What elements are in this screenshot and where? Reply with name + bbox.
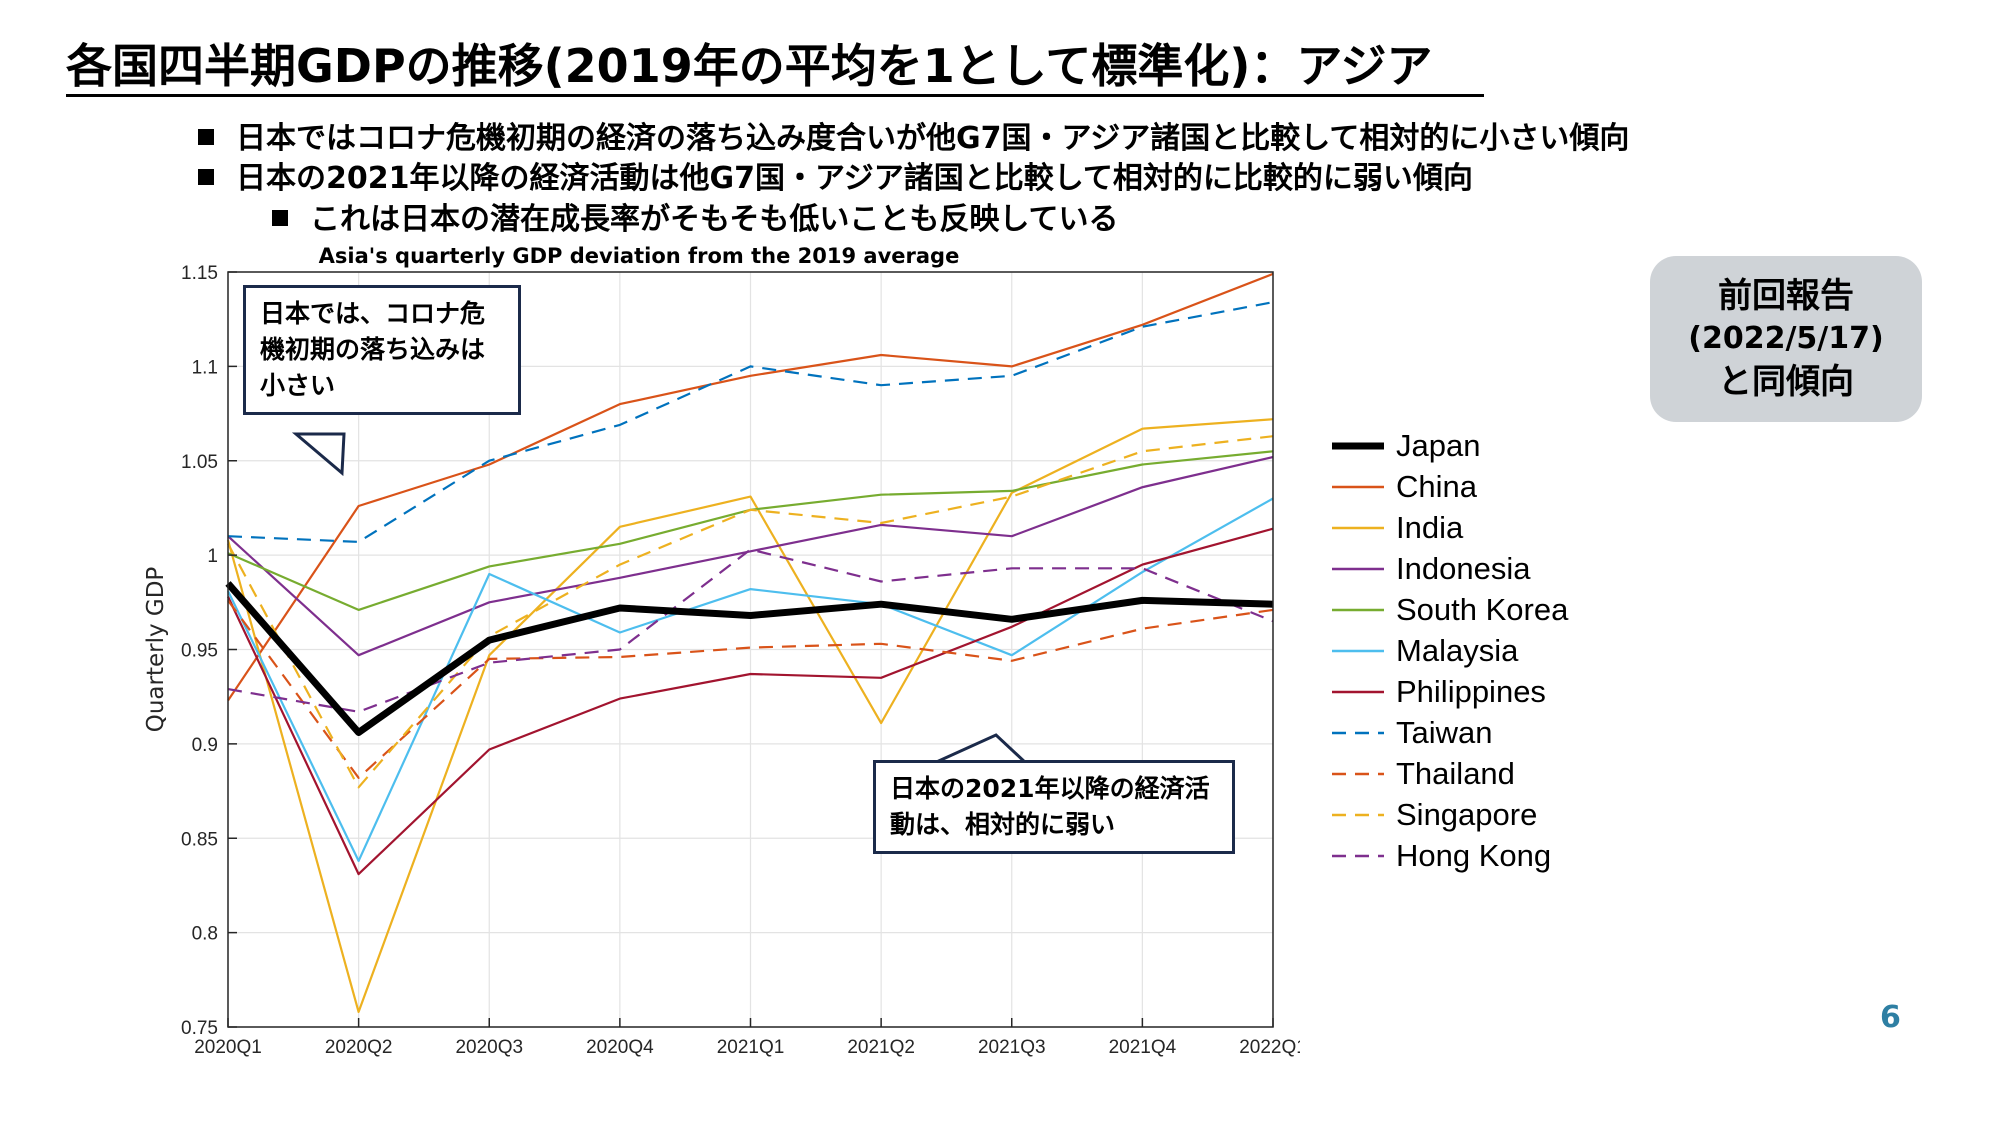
legend-item: Taiwan — [1330, 712, 1568, 753]
legend-item: Philippines — [1330, 671, 1568, 712]
sub-bullet-1-text: これは日本の潜在成長率がそもそも低いことも反映している — [310, 202, 1119, 237]
bullet-1: 日本ではコロナ危機初期の経済の落ち込み度合いが他G7国・アジア諸国と比較して相対… — [198, 120, 1629, 158]
legend-label: Japan — [1396, 427, 1481, 463]
legend-swatch — [1332, 772, 1384, 775]
badge-line-1: 前回報告 — [1718, 276, 1854, 316]
y-tick-label: 0.8 — [192, 924, 218, 945]
legend-item: Thailand — [1330, 753, 1568, 794]
y-tick-label: 0.75 — [181, 1018, 218, 1039]
legend-item: Hong Kong — [1330, 835, 1568, 876]
legend-item: Singapore — [1330, 794, 1568, 835]
y-axis-label: Quarterly GDP — [143, 567, 169, 733]
legend-swatch — [1332, 442, 1384, 449]
legend-label: China — [1396, 468, 1477, 504]
sub-bullet-1: これは日本の潜在成長率がそもそも低いことも反映している — [272, 201, 1119, 239]
previous-report-badge: 前回報告 (2022/5/17) と同傾向 — [1650, 256, 1922, 422]
legend-label: Malaysia — [1396, 632, 1519, 668]
x-tick-label: 2020Q4 — [586, 1037, 654, 1058]
legend-item: China — [1330, 466, 1568, 507]
chart-legend: Japan China India Indonesia South Korea Malay… — [1330, 425, 1568, 876]
callout-top-tail — [291, 432, 346, 477]
y-tick-label: 0.85 — [181, 829, 218, 850]
series-line-indonesia — [227, 455, 1274, 657]
legend-item: Japan — [1330, 425, 1568, 466]
y-tick-label: 1.15 — [181, 263, 218, 284]
series-line-malaysia — [227, 497, 1274, 863]
legend-label: Indonesia — [1396, 550, 1531, 586]
bullet-square-icon — [272, 209, 288, 226]
series-line-singapore — [227, 435, 1274, 789]
y-tick-label: 1.05 — [181, 452, 218, 473]
legend-label: Singapore — [1396, 796, 1538, 832]
x-tick-label: 2020Q3 — [455, 1037, 523, 1058]
series-line-thailand — [227, 599, 1274, 779]
x-tick-label: 2021Q4 — [1109, 1037, 1177, 1058]
series-line-hong-kong — [227, 548, 1274, 713]
series-line-japan — [225, 581, 1274, 736]
legend-label: Thailand — [1396, 755, 1515, 791]
legend-item: Indonesia — [1330, 548, 1568, 589]
legend-swatch — [1332, 690, 1384, 693]
y-tick-label: 0.9 — [192, 735, 218, 756]
legend-swatch — [1332, 854, 1384, 857]
legend-item: India — [1330, 507, 1568, 548]
series-line-india — [226, 418, 1274, 1014]
title-underline — [66, 94, 1484, 97]
bullet-2: 日本の2021年以降の経済活動は他G7国・アジア諸国と比較して相対的に比較的に弱… — [198, 160, 1473, 198]
y-tick-label: 1.1 — [192, 357, 218, 378]
legend-label: South Korea — [1396, 591, 1569, 627]
legend-swatch — [1332, 608, 1384, 611]
legend-label: India — [1396, 509, 1464, 545]
badge-line-3: と同傾向 — [1718, 362, 1854, 402]
x-tick-label: 2021Q2 — [847, 1037, 915, 1058]
bullet-1-text: 日本ではコロナ危機初期の経済の落ち込み度合いが他G7国・アジア諸国と比較して相対… — [236, 121, 1630, 156]
chart-title: Asia's quarterly GDP deviation from the … — [318, 244, 960, 268]
bullet-square-icon — [198, 168, 214, 185]
bullet-2-text: 日本の2021年以降の経済活動は他G7国・アジア諸国と比較して相対的に比較的に弱… — [236, 161, 1473, 196]
x-tick-label: 2020Q2 — [325, 1037, 393, 1058]
series-line-china — [227, 272, 1274, 702]
series-line-taiwan — [227, 301, 1274, 544]
legend-item: Malaysia — [1330, 630, 1568, 671]
x-tick-label: 2021Q3 — [978, 1037, 1046, 1058]
legend-swatch — [1332, 731, 1384, 734]
legend-swatch — [1332, 567, 1384, 570]
page-title: 各国四半期GDPの推移(2019年の平均を1として標準化)：アジア — [66, 39, 1433, 93]
callout-top: 日本では、コロナ危機初期の落ち込みは小さい — [243, 285, 521, 415]
legend-swatch — [1332, 813, 1384, 816]
legend-label: Hong Kong — [1396, 837, 1552, 873]
bullet-square-icon — [198, 128, 214, 145]
x-tick-label: 2022Q1 — [1239, 1037, 1300, 1058]
legend-label: Philippines — [1396, 673, 1546, 709]
legend-swatch — [1332, 485, 1384, 488]
y-tick-label: 0.95 — [181, 641, 218, 662]
x-tick-label: 2021Q1 — [717, 1037, 785, 1058]
x-tick-label: 2020Q1 — [194, 1037, 262, 1058]
badge-line-2: (2022/5/17) — [1688, 321, 1884, 356]
legend-label: Taiwan — [1396, 714, 1493, 750]
series-line-philippines — [227, 527, 1274, 876]
page-number: 6 — [1880, 1000, 1901, 1035]
legend-item: South Korea — [1330, 589, 1568, 630]
legend-swatch — [1332, 526, 1384, 529]
y-tick-label: 1 — [207, 546, 218, 567]
callout-bottom: 日本の2021年以降の経済活動は、相対的に弱い — [873, 760, 1235, 854]
line-chart: 0.75 0.8 0.85 0.9 0.95 1 1.05 1.1 1.15 2020Q1 2020… — [143, 263, 1300, 1058]
legend-swatch — [1332, 649, 1384, 652]
